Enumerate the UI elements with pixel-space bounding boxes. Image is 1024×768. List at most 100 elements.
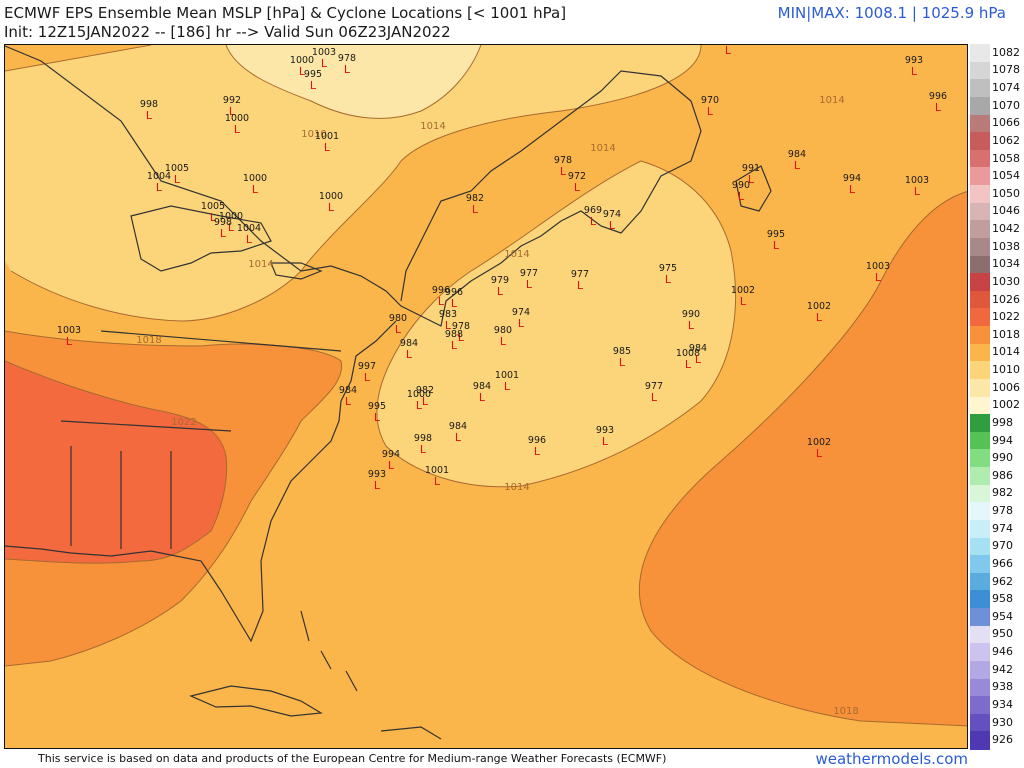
low-symbol: L (229, 105, 236, 118)
low-symbol: L (688, 319, 695, 332)
bahamas (300, 610, 358, 692)
cyclone-marker: 966L (725, 45, 732, 57)
cyclone-pressure-label: 1000 (407, 389, 431, 400)
low-symbol: L (210, 211, 217, 224)
state-border (100, 330, 342, 352)
low-symbol: L (455, 431, 462, 444)
cyclone-pressure-label: 1003 (57, 325, 81, 336)
cyclone-pressure-label: 974 (603, 209, 621, 220)
map-title: ECMWF EPS Ensemble Mean MSLP [hPa] & Cyc… (4, 4, 567, 22)
low-symbol: L (590, 215, 597, 228)
east-coast (5, 45, 702, 327)
scale-label: 982 (992, 486, 1013, 500)
low-symbol: L (345, 395, 352, 408)
scale-swatch (970, 79, 990, 98)
pressure-color-scale: 1082 1078 1074 1070 1066 1062 1058 1054 1050 1046… (970, 44, 1020, 750)
cyclone-pressure-label: 1001 (315, 131, 339, 142)
cyclone-pressure-label: 1005 (165, 163, 189, 174)
scale-label: 1006 (992, 380, 1020, 394)
cyclone-pressure-label: 1001 (425, 465, 449, 476)
scale-swatch (970, 132, 990, 151)
cyclone-pressure-label: 978 (452, 321, 470, 332)
us-atlantic-coast (5, 320, 397, 643)
cyclone-pressure-label: 992 (223, 95, 241, 106)
scale-label: 1034 (992, 257, 1020, 271)
cyclone-pressure-label: 1003 (866, 261, 890, 272)
cyclone-pressure-label: 1003 (905, 175, 929, 186)
credit-text: This service is based on data and produc… (38, 752, 667, 765)
low-symbol: L (526, 278, 533, 291)
low-symbol: L (748, 173, 755, 186)
cyclone-pressure-label: 995 (368, 401, 386, 412)
cyclone-pressure-label: 993 (368, 469, 386, 480)
low-symbol: L (66, 335, 73, 348)
scale-swatch (970, 590, 990, 609)
cyclone-pressure-label: 975 (659, 263, 677, 274)
isobar-label: 1014 (248, 259, 273, 270)
isobar-line (638, 191, 967, 727)
cyclone-pressure-label: 995 (767, 229, 785, 240)
cuba (189, 685, 323, 717)
scale-label: 934 (992, 697, 1013, 711)
low-symbol: L (560, 165, 567, 178)
low-symbol: L (574, 181, 581, 194)
cyclone-pressure-label: 984 (788, 149, 806, 160)
newfoundland (735, 165, 772, 212)
isobar-label: 1010 (301, 129, 326, 140)
cyclone-pressure-label: 984 (400, 338, 418, 349)
low-symbol: L (374, 479, 381, 492)
cyclone-pressure-label: 984 (473, 381, 491, 392)
scale-swatch (970, 61, 990, 80)
low-symbol: L (849, 183, 856, 196)
low-symbol: L (324, 141, 331, 154)
scale-label: 1030 (992, 274, 1020, 288)
isobar-line (225, 45, 482, 119)
scale-label: 942 (992, 662, 1013, 676)
cyclone-pressure-label: 1000 (319, 191, 343, 202)
scale-swatch (970, 255, 990, 274)
scale-label: 962 (992, 574, 1013, 588)
low-symbol: L (406, 348, 413, 361)
low-symbol: L (497, 285, 504, 298)
scale-label: 1018 (992, 327, 1020, 341)
low-symbol: L (451, 297, 458, 310)
low-symbol: L (420, 443, 427, 456)
scale-label: 974 (992, 521, 1013, 535)
scale-swatch (970, 185, 990, 204)
brand-link[interactable]: weathermodels.com (815, 750, 968, 768)
isobar-contours (5, 45, 967, 727)
scale-swatch (970, 396, 990, 415)
low-symbol: L (445, 319, 452, 332)
scale-swatch (970, 555, 990, 574)
low-symbol: L (685, 358, 692, 371)
scale-label: 926 (992, 733, 1013, 747)
scale-label: 1050 (992, 186, 1020, 200)
isobar-label: 1014 (590, 143, 615, 154)
cyclone-pressure-label: 990 (732, 180, 750, 191)
low-symbol: L (156, 181, 163, 194)
band-1010-atlantic (376, 161, 736, 487)
scale-swatch (970, 343, 990, 362)
cyclone-pressure-label: 1002 (807, 301, 831, 312)
